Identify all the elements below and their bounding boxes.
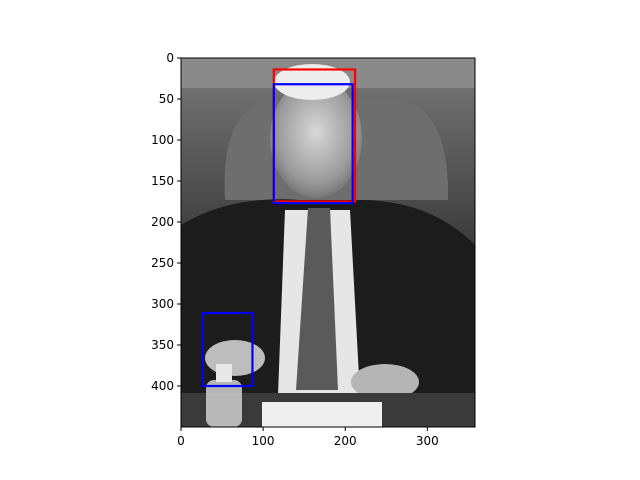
y-tick-label: 350	[151, 338, 174, 352]
bounding-boxes	[201, 68, 357, 388]
bounding-box-3	[201, 311, 254, 388]
x-tick-label: 300	[416, 434, 439, 448]
y-tick-label: 400	[151, 379, 174, 393]
photo	[181, 58, 475, 427]
y-tick-label: 50	[159, 92, 174, 106]
y-tick-label: 150	[151, 174, 174, 188]
y-tick-label: 300	[151, 297, 174, 311]
x-tick-label: 100	[252, 434, 275, 448]
y-tick-label: 250	[151, 256, 174, 270]
y-tick-label: 200	[151, 215, 174, 229]
x-tick-label: 200	[334, 434, 357, 448]
x-tick-label: 0	[177, 434, 185, 448]
bounding-box-2	[272, 83, 354, 205]
y-axis: 0 50 100 150 200 250 300 350 400	[151, 51, 181, 393]
x-axis: 0 100 200 300	[177, 427, 439, 448]
y-tick-label: 0	[166, 51, 174, 65]
axes-frame	[180, 57, 476, 428]
y-tick-label: 100	[151, 133, 174, 147]
